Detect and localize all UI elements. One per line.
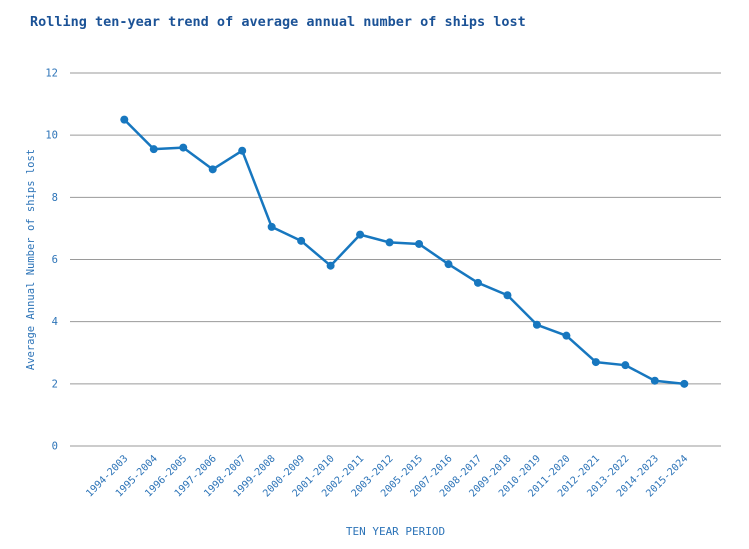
data-point [356,230,365,239]
y-tick-label: 0 [52,441,58,453]
data-point [326,261,335,270]
y-tick-label: 8 [52,192,58,204]
y-tick-label: 12 [45,68,58,80]
y-tick-label: 2 [52,378,58,390]
data-point [149,145,158,154]
data-point [120,115,129,124]
data-point [444,260,453,269]
y-axis-label: Average Annual Number of ships lost [25,149,37,370]
y-tick-label: 6 [52,254,58,266]
y-tick-label: 4 [52,316,58,328]
data-point [621,361,630,370]
chart-title: Rolling ten-year trend of average annual… [30,14,526,30]
data-point [415,239,424,248]
data-point [503,291,512,300]
data-point [650,376,659,385]
data-point [179,143,188,152]
x-axis-label: TEN YEAR PERIOD [346,525,445,538]
data-point [267,222,276,231]
data-point [385,238,394,247]
data-point [473,278,482,287]
data-point [297,236,306,245]
data-point [238,146,247,155]
data-point [562,331,571,340]
data-point [591,358,600,367]
data-point [532,320,541,329]
trend-line [123,118,686,386]
y-tick-label: 10 [45,130,58,142]
data-point [680,379,689,388]
data-point [208,165,217,174]
